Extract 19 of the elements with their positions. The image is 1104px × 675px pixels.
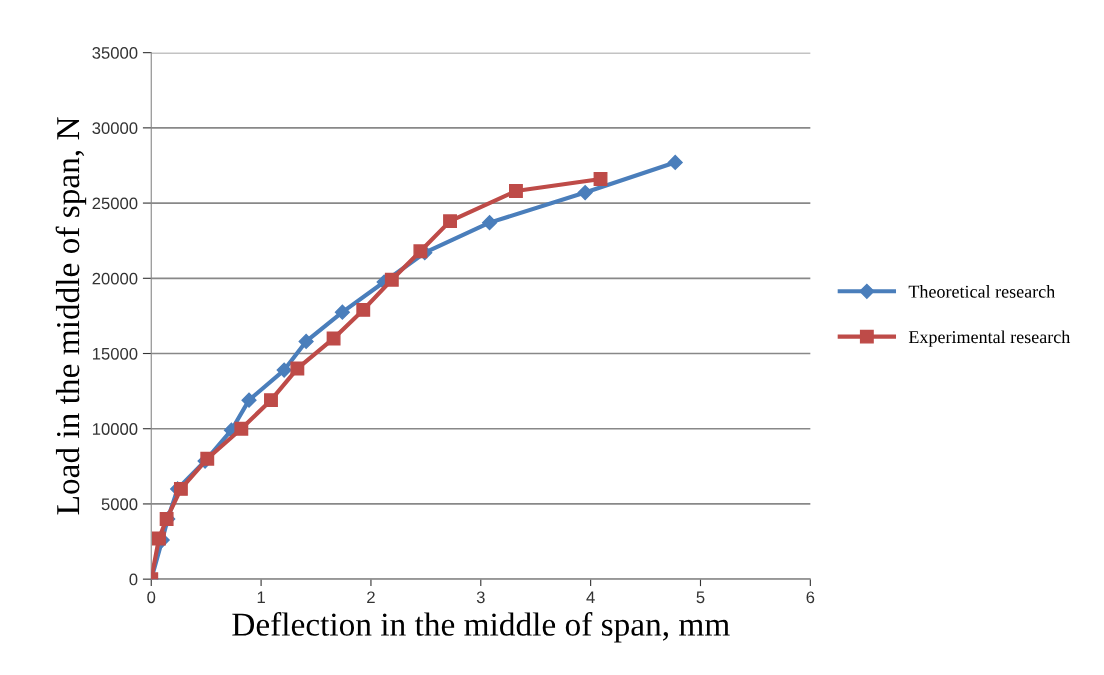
- x-tick-label: 2: [367, 591, 375, 604]
- x-tick-label: 3: [476, 591, 485, 604]
- legend-label: Theoretical research: [908, 285, 1055, 298]
- y-tick-label: 15000: [92, 347, 138, 360]
- y-tick-label: 5000: [101, 498, 138, 511]
- y-tick-label: 35000: [92, 47, 138, 59]
- y-tick-label: 25000: [92, 197, 138, 210]
- y-tick-label: 10000: [92, 423, 138, 435]
- y-tick-label: 30000: [92, 122, 138, 135]
- legend-label: Experimental research: [908, 330, 1071, 347]
- x-tick-label: 0: [147, 591, 156, 604]
- x-tick-label: 5: [696, 591, 705, 604]
- x-tick-label: 4: [586, 591, 595, 604]
- x-axis-title: Deflection in the middle of span, mm: [232, 612, 730, 643]
- y-tick-label: 20000: [92, 272, 138, 285]
- y-tick-label: 0: [129, 573, 138, 586]
- x-tick-label: 1: [257, 591, 265, 604]
- x-tick-label: 6: [806, 591, 815, 604]
- y-axis-title: Load in the middle of span, N: [55, 117, 87, 515]
